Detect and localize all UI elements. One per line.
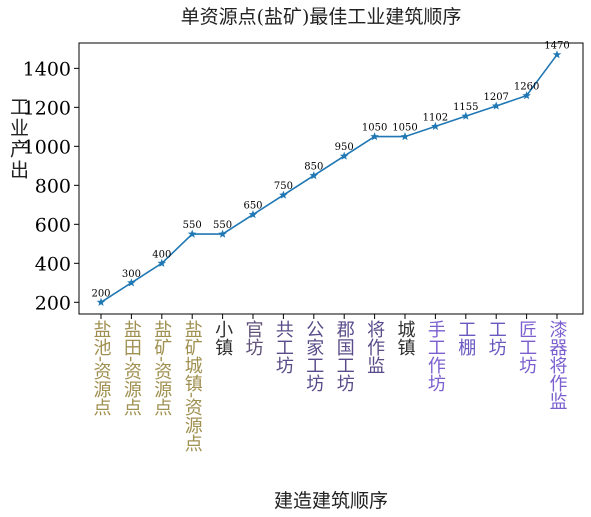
y-tick-label: 400 <box>35 253 71 275</box>
x-tick-label: 盐矿-资源点 <box>151 320 172 416</box>
x-tick-label: 匠工坊 <box>516 320 537 374</box>
data-value-label: 1207 <box>483 92 508 103</box>
data-value-label: 850 <box>304 162 323 173</box>
data-point-marker <box>552 50 562 59</box>
data-labels: 200 300 400 550 550 650 750 850 950 1050 1050 1102 1… <box>91 41 569 300</box>
x-tick-label: 工棚 <box>455 320 476 357</box>
data-value-label: 650 <box>243 201 262 212</box>
x-tick-label: 工坊 <box>486 320 507 356</box>
data-value-label: 1102 <box>423 112 448 123</box>
data-point-marker <box>522 91 531 100</box>
x-tick-label: 郡国工坊 <box>334 320 355 392</box>
y-tick-label: 1000 <box>23 136 71 158</box>
data-point-marker <box>309 171 319 180</box>
data-point-marker <box>491 101 501 110</box>
data-value-label: 300 <box>122 269 141 280</box>
y-axis-title: 工业产出 <box>7 97 29 181</box>
x-tick-label: 盐田-资源点 <box>121 320 142 416</box>
y-ticks: 200 400 600 800 1000 1200 1400 <box>23 58 79 314</box>
data-value-label: 200 <box>91 288 110 299</box>
series-markers <box>96 50 562 306</box>
x-tick-label: 城镇 <box>395 320 416 356</box>
data-value-label: 550 <box>213 220 232 231</box>
data-value-label: 1050 <box>392 123 417 134</box>
data-point-marker <box>187 229 197 238</box>
x-tick-labels: 盐池-资源点 盐田-资源点 盐矿-资源点 盐矿城镇-资源点 小镇 官坊 共工坊 公家工坊 郡国工… <box>91 314 568 452</box>
data-point-marker <box>400 132 410 141</box>
data-value-label: 750 <box>274 181 293 192</box>
data-point-marker <box>127 278 136 287</box>
data-point-marker <box>218 229 227 238</box>
data-value-label: 950 <box>335 142 354 153</box>
data-value-label: 1155 <box>453 102 478 113</box>
x-tick-label: 官坊 <box>243 320 264 356</box>
data-point-marker <box>248 210 258 219</box>
y-tick-label: 1400 <box>23 58 71 80</box>
data-point-marker <box>461 111 471 120</box>
data-value-label: 1260 <box>514 82 539 93</box>
x-tick-label: 公家工坊 <box>303 320 324 392</box>
y-tick-label: 600 <box>35 214 71 236</box>
x-tick-label: 小镇 <box>212 320 233 356</box>
x-tick-label: 漆器将作监 <box>547 320 568 410</box>
data-value-label: 1050 <box>362 123 387 134</box>
series-line <box>100 54 558 303</box>
y-tick-label: 1200 <box>23 97 71 119</box>
y-tick-label: 800 <box>35 175 71 197</box>
x-tick-label: 盐池-资源点 <box>91 320 112 416</box>
data-value-label: 550 <box>183 220 202 231</box>
data-point-marker <box>157 258 167 267</box>
data-point-marker <box>370 132 379 141</box>
x-axis-title: 建造建筑顺序 <box>274 490 388 512</box>
data-value-label: 1470 <box>544 41 569 52</box>
x-tick-label: 盐矿城镇-资源点 <box>182 320 203 452</box>
data-value-label: 400 <box>152 249 171 260</box>
x-tick-label: 将作监 <box>364 320 385 374</box>
data-point-marker <box>339 151 349 160</box>
data-point-marker <box>279 190 288 199</box>
plot-frame <box>78 42 584 315</box>
x-tick-label: 手工作坊 <box>425 320 446 392</box>
y-tick-label: 200 <box>35 292 71 314</box>
x-tick-label: 共工坊 <box>273 320 294 374</box>
data-point-marker <box>96 297 106 306</box>
data-point-marker <box>431 121 440 131</box>
chart-title: 单资源点(盐矿)最佳工业建筑顺序 <box>181 6 462 28</box>
